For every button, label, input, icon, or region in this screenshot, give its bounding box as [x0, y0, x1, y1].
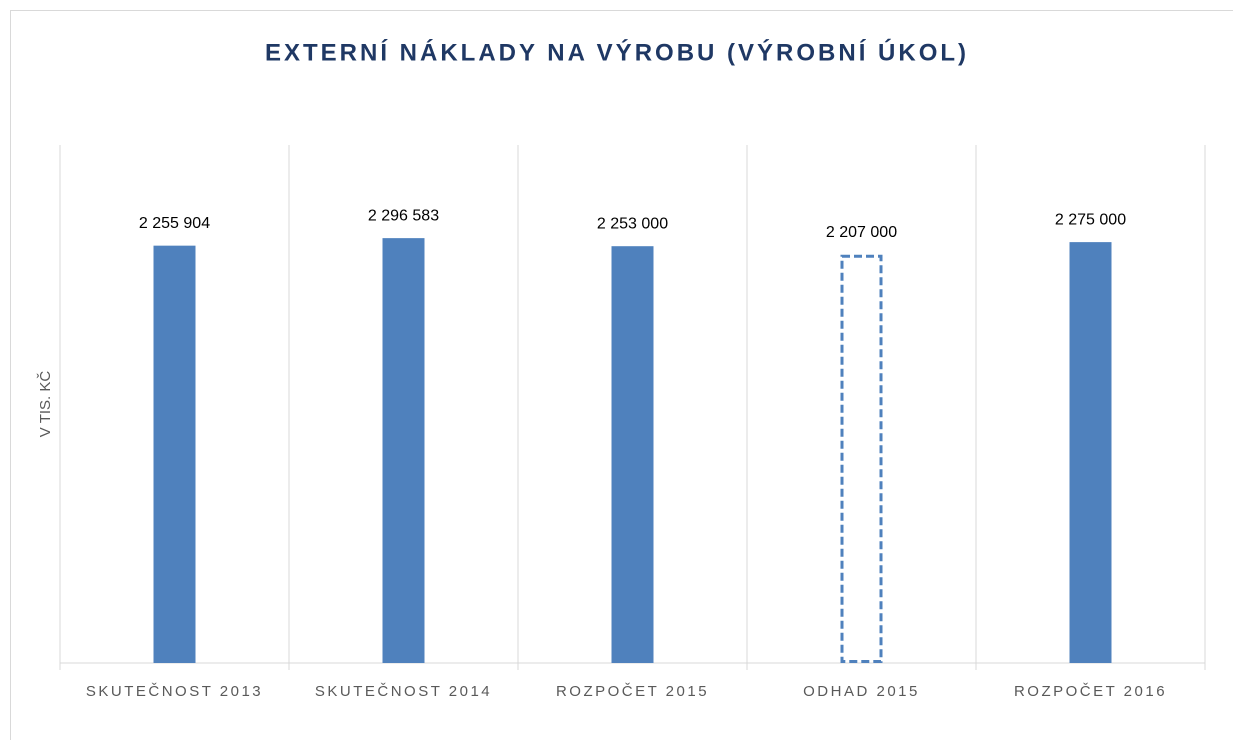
- bar: [153, 245, 196, 663]
- x-tick-label: ODHAD 2015: [803, 683, 920, 700]
- data-label: 2 253 000: [597, 215, 668, 232]
- bar: [611, 246, 654, 663]
- bar: [840, 254, 883, 663]
- data-label: 2 255 904: [139, 215, 210, 232]
- x-tick-label: ROZPOČET 2015: [556, 683, 709, 700]
- bar: [382, 238, 425, 663]
- bar: [1069, 242, 1112, 663]
- x-tick-label: SKUTEČNOST 2013: [86, 683, 263, 700]
- data-label: 2 296 583: [368, 207, 439, 224]
- data-label: 2 207 000: [826, 224, 897, 241]
- chart-title: EXTERNÍ NÁKLADY NA VÝROBU (VÝROBNÍ ÚKOL): [265, 38, 969, 66]
- y-axis-label: V TIS. KČ: [37, 371, 54, 438]
- x-tick-label: SKUTEČNOST 2014: [315, 683, 492, 700]
- data-label: 2 275 000: [1055, 211, 1126, 228]
- x-tick-label: ROZPOČET 2016: [1014, 683, 1167, 700]
